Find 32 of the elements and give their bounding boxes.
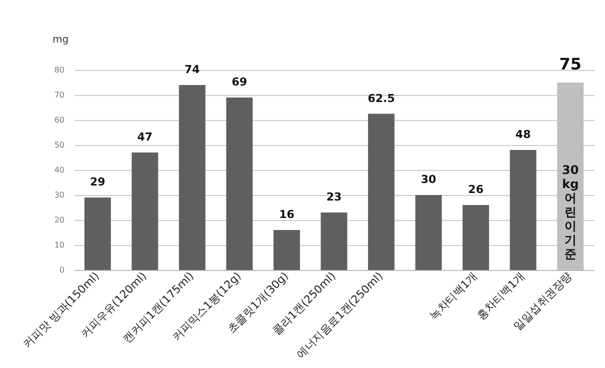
y-tick-label: 80 [54,66,64,74]
bar [415,195,442,270]
data-label: 75 [559,54,582,74]
data-label: 62.5 [368,92,395,105]
y-tick-label: 30 [54,190,64,200]
data-label: 69 [232,76,248,88]
data-label: 23 [326,190,342,204]
bar [462,205,490,270]
y-axis-title: mg [52,34,69,46]
bar [510,150,536,270]
bar [178,85,206,270]
bar [368,114,395,270]
data-label: 47 [137,130,153,144]
y-tick-label: 70 [54,90,64,100]
y-tick-label: 10 [54,240,64,250]
data-label: 29 [90,176,106,188]
annotation: 30 kg 어린이기준 [562,163,579,261]
bar [320,212,348,270]
data-label: 30 [420,173,437,186]
y-tick-label: 20 [54,216,64,224]
bar [132,152,158,270]
bar [273,230,300,270]
data-label: 16 [279,208,295,221]
y-tick-label: 60 [54,116,64,124]
bar [226,98,253,270]
data-label: 48 [515,128,531,141]
y-tick-label: 40 [54,166,64,174]
data-label: 26 [468,183,484,196]
y-tick-label: 0 [59,266,64,274]
data-label: 74 [184,63,200,76]
y-tick-label: 50 [54,140,64,150]
bar [84,198,111,270]
